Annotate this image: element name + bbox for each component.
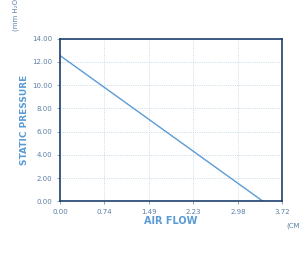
Text: (mm H₂O): (mm H₂O)	[12, 0, 19, 31]
X-axis label: AIR FLOW: AIR FLOW	[144, 216, 198, 226]
Text: (CMM): (CMM)	[286, 222, 300, 229]
Y-axis label: STATIC PRESSURE: STATIC PRESSURE	[20, 75, 29, 165]
